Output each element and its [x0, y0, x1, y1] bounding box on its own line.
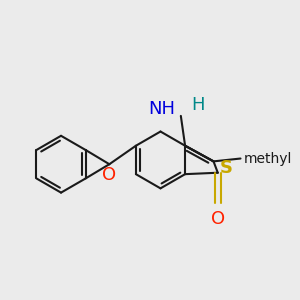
Text: NH: NH: [149, 100, 176, 118]
Text: O: O: [102, 167, 116, 184]
Text: S: S: [220, 160, 233, 178]
Text: methyl: methyl: [243, 152, 292, 166]
Text: O: O: [211, 210, 225, 228]
Text: H: H: [191, 96, 204, 114]
